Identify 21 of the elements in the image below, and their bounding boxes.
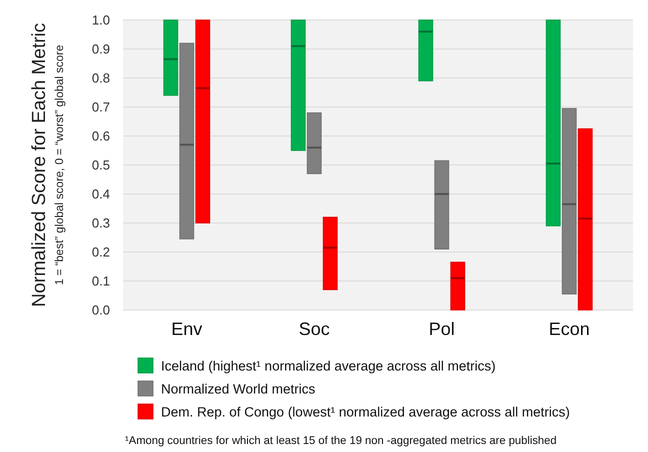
legend-label: Iceland (highest¹ normalized average across all metrics) xyxy=(161,358,496,374)
y-axis-title: Normalized Score for Each Metric xyxy=(29,22,50,308)
y-tick-label: 0.3 xyxy=(92,216,110,231)
x-tick-label: Pol xyxy=(428,319,455,339)
y-tick-label: 0.9 xyxy=(92,42,110,57)
x-tick-label: Econ xyxy=(548,319,590,339)
y-tick-label: 0.5 xyxy=(92,158,110,173)
x-tick-label: Soc xyxy=(298,319,330,339)
y-tick-label: 0.2 xyxy=(92,244,110,260)
text: ¹Among countries for which at least 15 of the 19 non -aggregated metrics are published xyxy=(125,434,557,447)
legend-label: Dem. Rep. of Congo (lowest¹ normalized average across all metrics) xyxy=(161,404,570,420)
y-tick-label: 0.1 xyxy=(92,274,110,289)
y-tick-label: 0.7 xyxy=(92,100,110,115)
y-tick-label: 0.8 xyxy=(92,70,110,86)
text: 1 = “best” global score, 0 = “worst” global score xyxy=(54,44,66,286)
y-tick-label: 0.6 xyxy=(92,128,110,144)
y-tick-label: 0.0 xyxy=(92,302,110,318)
legend-label: Normalized World metrics xyxy=(161,382,316,397)
y-tick-label: 1.0 xyxy=(92,12,110,28)
y-tick-label: 0.4 xyxy=(92,186,110,202)
x-tick-label: Env xyxy=(171,319,202,339)
